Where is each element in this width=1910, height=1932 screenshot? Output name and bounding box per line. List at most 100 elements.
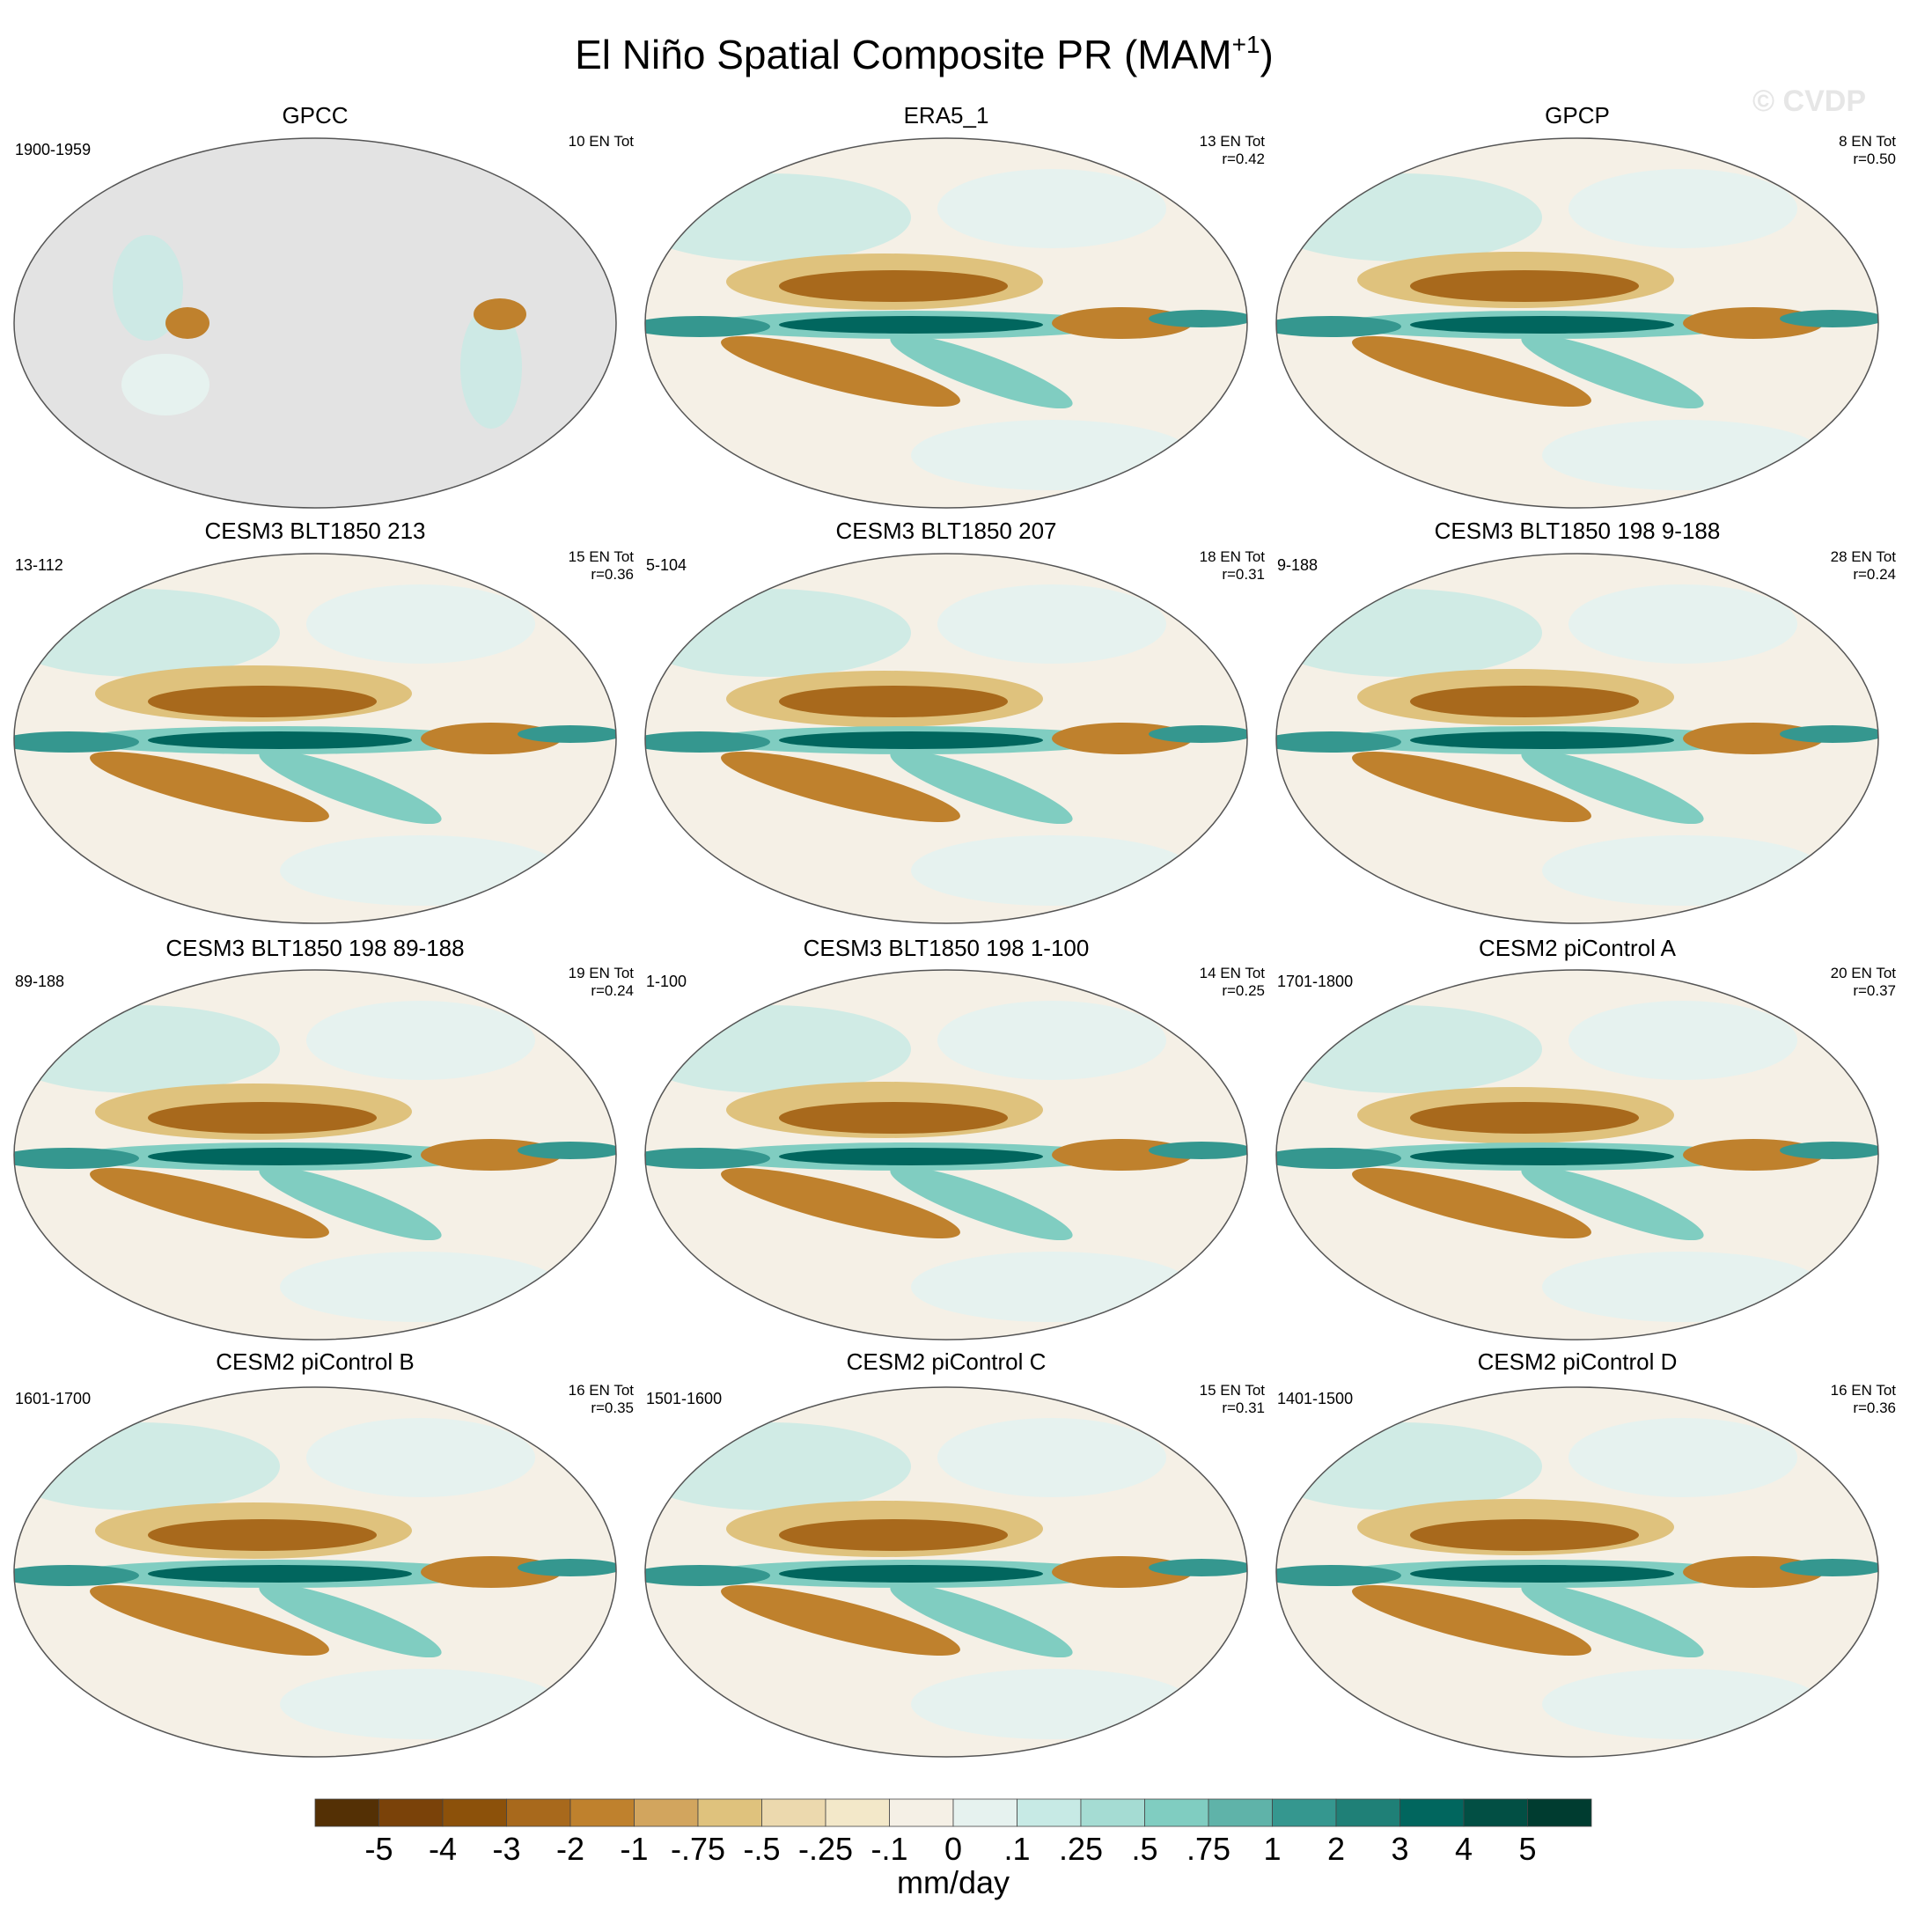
colorbar-box bbox=[378, 1798, 444, 1827]
stat-label: r=0.37 bbox=[1853, 982, 1896, 999]
anomaly bbox=[1780, 310, 1878, 327]
stat-label: 14 EN Tot bbox=[1200, 965, 1266, 981]
period-label: 1701-1800 bbox=[1277, 973, 1353, 990]
stat-label: 13 EN Tot bbox=[1200, 133, 1266, 150]
map bbox=[1276, 1387, 1878, 1757]
colorbar-box bbox=[1208, 1798, 1273, 1827]
map-outline bbox=[13, 969, 617, 1341]
anomaly bbox=[1149, 310, 1247, 327]
anomaly bbox=[1352, 335, 1591, 408]
anomaly bbox=[721, 335, 960, 408]
map bbox=[14, 554, 616, 923]
anomaly bbox=[1276, 1148, 1401, 1169]
stat-label: 16 EN Tot bbox=[1831, 1382, 1897, 1399]
anomaly bbox=[518, 1559, 616, 1576]
anomaly bbox=[1276, 316, 1401, 337]
title-sup: +1 bbox=[1232, 31, 1260, 58]
anomaly bbox=[1352, 1167, 1591, 1239]
anomaly bbox=[90, 751, 329, 823]
stat-label: 16 EN Tot bbox=[569, 1382, 635, 1399]
anomaly bbox=[1276, 1565, 1401, 1586]
anomaly bbox=[890, 334, 1073, 409]
colorbar-label: 5 bbox=[1518, 1831, 1536, 1867]
map-outline bbox=[1275, 137, 1879, 509]
stat-label: 10 EN Tot bbox=[569, 133, 635, 150]
colorbar-box bbox=[1080, 1798, 1145, 1827]
anomaly bbox=[1542, 420, 1824, 490]
anomaly bbox=[1410, 731, 1674, 749]
colorbar-box bbox=[506, 1798, 571, 1827]
stat-label: r=0.24 bbox=[591, 982, 634, 999]
colorbar-label: .5 bbox=[1131, 1831, 1157, 1867]
colorbar-box bbox=[634, 1798, 699, 1827]
anomaly bbox=[1352, 751, 1591, 823]
colorbar-label: -3 bbox=[492, 1831, 520, 1867]
anomaly bbox=[259, 1165, 442, 1241]
anomaly bbox=[14, 1148, 139, 1169]
stat-label: 28 EN Tot bbox=[1831, 548, 1897, 565]
title-main: El Niño Spatial Composite PR (MAM bbox=[575, 32, 1231, 77]
anomaly bbox=[148, 686, 377, 717]
stat-label: r=0.36 bbox=[591, 566, 634, 583]
colorbar-box bbox=[1144, 1798, 1209, 1827]
map-background bbox=[14, 138, 616, 508]
anomaly bbox=[1542, 1252, 1824, 1322]
anomaly bbox=[306, 584, 535, 664]
anomaly bbox=[259, 1583, 442, 1658]
stat-label: r=0.36 bbox=[1853, 1399, 1896, 1416]
panel-title: CESM2 piControl B bbox=[216, 1348, 414, 1375]
anomaly bbox=[1410, 1565, 1674, 1583]
anomaly bbox=[1542, 1669, 1824, 1739]
anomaly bbox=[1410, 270, 1639, 302]
colorbar-label: -.5 bbox=[743, 1831, 780, 1867]
stat-label: 15 EN Tot bbox=[569, 548, 635, 565]
anomaly bbox=[1568, 584, 1797, 664]
land-anomaly bbox=[165, 307, 209, 339]
anomaly bbox=[1149, 1559, 1247, 1576]
period-label: 1601-1700 bbox=[15, 1390, 91, 1407]
anomaly bbox=[645, 731, 770, 753]
stat-label: r=0.50 bbox=[1853, 151, 1896, 167]
colorbar-box bbox=[889, 1798, 954, 1827]
panel-title: CESM2 piControl A bbox=[1479, 935, 1677, 961]
stat-label: r=0.31 bbox=[1222, 1399, 1265, 1416]
anomaly bbox=[14, 589, 280, 677]
anomaly bbox=[721, 1167, 960, 1239]
anomaly bbox=[148, 1102, 377, 1134]
panel-title: CESM3 BLT1850 198 1-100 bbox=[804, 935, 1090, 961]
anomaly bbox=[90, 1167, 329, 1239]
colorbar-box bbox=[952, 1798, 1017, 1827]
anomaly bbox=[645, 316, 770, 337]
period-label: 1900-1959 bbox=[15, 141, 91, 158]
map-outline bbox=[644, 137, 1248, 509]
colorbar-label: -2 bbox=[556, 1831, 584, 1867]
colorbar-box bbox=[1527, 1798, 1592, 1827]
anomaly bbox=[306, 1001, 535, 1080]
map-outline bbox=[644, 969, 1248, 1341]
anomaly bbox=[1410, 1102, 1639, 1134]
panel-title: CESM3 BLT1850 213 bbox=[205, 518, 426, 544]
anomaly bbox=[779, 731, 1043, 749]
anomaly bbox=[779, 1102, 1008, 1134]
anomaly bbox=[1149, 1142, 1247, 1159]
colorbar-label: 3 bbox=[1391, 1831, 1408, 1867]
anomaly bbox=[1410, 316, 1674, 334]
stat-label: 8 EN Tot bbox=[1839, 133, 1896, 150]
colorbar-label: 2 bbox=[1327, 1831, 1345, 1867]
anomaly bbox=[14, 1005, 280, 1093]
colorbar-box bbox=[1335, 1798, 1400, 1827]
anomaly bbox=[937, 1418, 1166, 1497]
stat-label: r=0.25 bbox=[1222, 982, 1265, 999]
period-label: 9-188 bbox=[1277, 556, 1318, 574]
anomaly bbox=[148, 731, 412, 749]
stat-label: r=0.31 bbox=[1222, 566, 1265, 583]
colorbar-label: -5 bbox=[364, 1831, 393, 1867]
period-label: 1401-1500 bbox=[1277, 1390, 1353, 1407]
anomaly bbox=[779, 316, 1043, 334]
anomaly bbox=[14, 1565, 139, 1586]
anomaly bbox=[1352, 1584, 1591, 1657]
anomaly bbox=[280, 1252, 562, 1322]
colorbar-label: 1 bbox=[1263, 1831, 1281, 1867]
colorbar-unit: mm/day bbox=[897, 1864, 1010, 1900]
period-label: 5-104 bbox=[646, 556, 687, 574]
